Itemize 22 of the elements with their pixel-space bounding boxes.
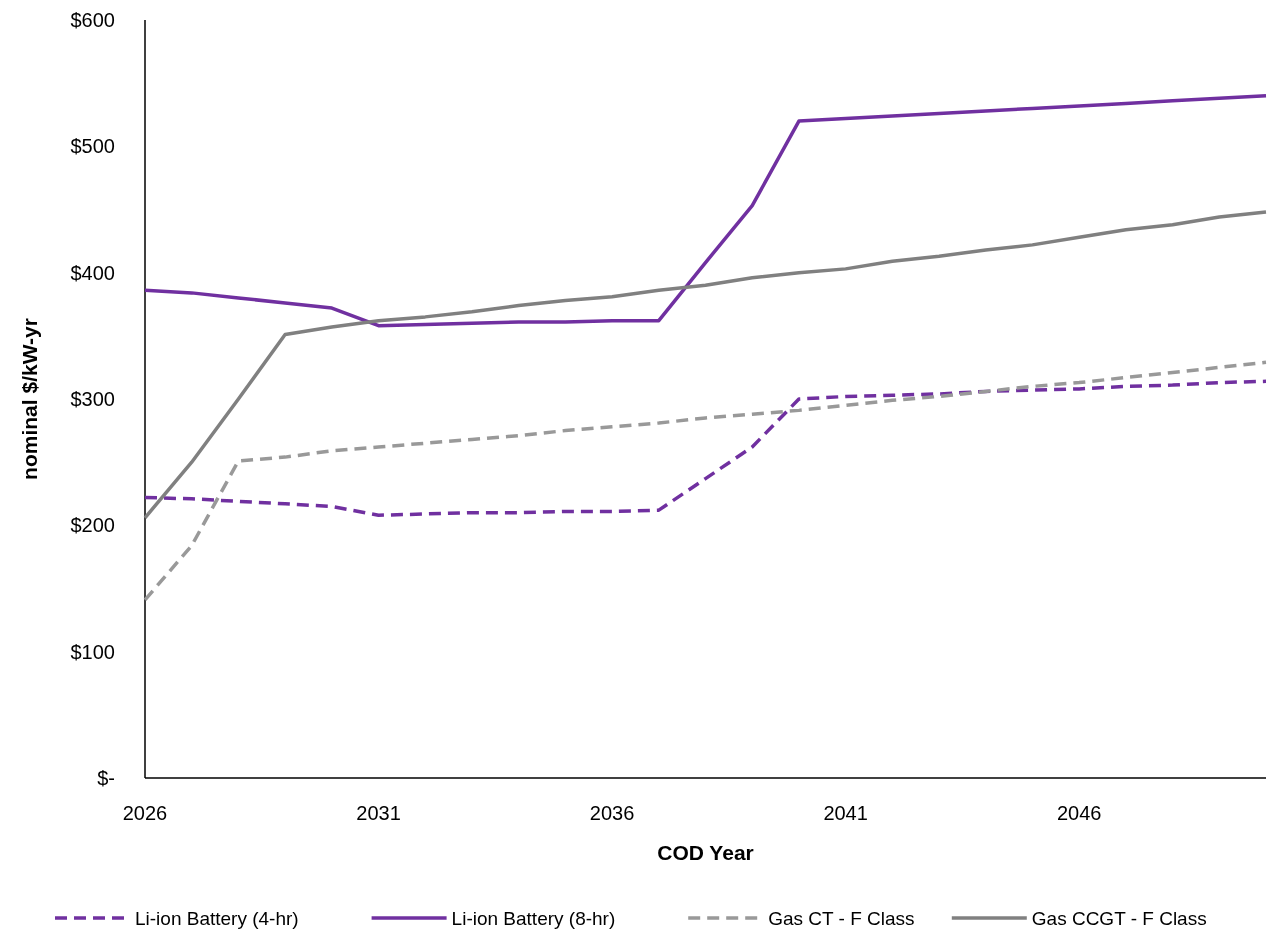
y-tick-label: $400 <box>70 261 115 284</box>
x-tick-label: 2031 <box>356 802 401 824</box>
legend-label: Li-ion Battery (8-hr) <box>451 908 616 929</box>
legend-label: Gas CT - F Class <box>768 908 915 929</box>
y-tick-label: $600 <box>70 9 115 31</box>
y-tick-label: $- <box>97 767 115 789</box>
line-series <box>143 360 1268 602</box>
x-tick-label: 2046 <box>1056 802 1102 824</box>
line-series <box>143 210 1268 520</box>
line-series <box>143 94 1268 328</box>
line-series <box>143 379 1268 517</box>
x-tick-label: 2041 <box>823 802 868 824</box>
y-tick-label: $100 <box>70 640 115 663</box>
x-tick-label: 2026 <box>122 802 168 824</box>
y-axis-title: nominal $/kW-yr <box>18 318 41 480</box>
legend-label: Li-ion Battery (4-hr) <box>135 908 299 929</box>
y-tick-label: $300 <box>70 388 115 410</box>
legend-label: Gas CCGT - F Class <box>1031 908 1207 929</box>
y-tick-label: $200 <box>70 514 115 537</box>
x-axis-title: COD Year <box>657 841 754 864</box>
x-tick-label: 2036 <box>589 802 635 824</box>
y-tick-label: $500 <box>70 135 115 158</box>
